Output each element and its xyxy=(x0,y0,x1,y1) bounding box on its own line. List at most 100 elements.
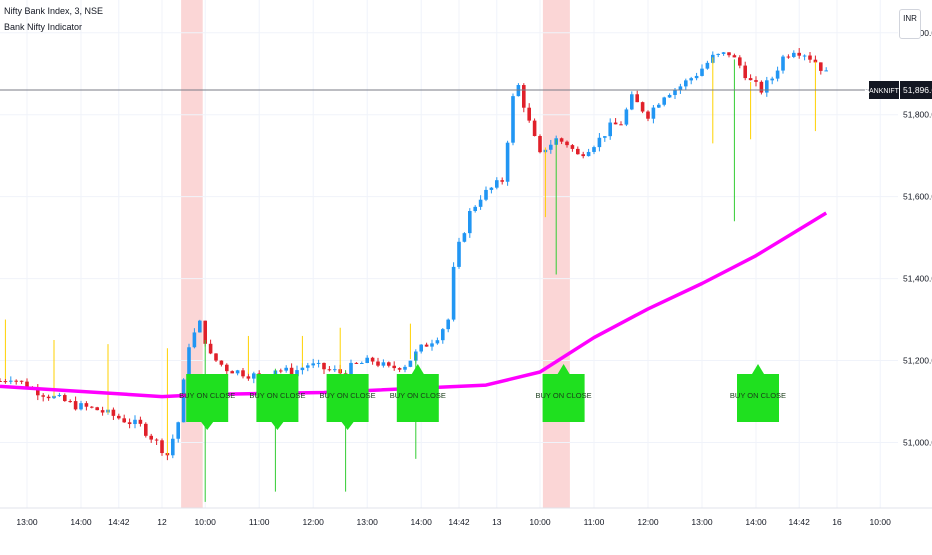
candle-body[interactable] xyxy=(576,148,580,155)
candle-body[interactable] xyxy=(441,329,445,341)
candle-body[interactable] xyxy=(511,96,515,143)
candle-body[interactable] xyxy=(111,409,116,416)
candle-body[interactable] xyxy=(138,419,143,424)
candle-body[interactable] xyxy=(84,403,89,407)
candle-body[interactable] xyxy=(25,381,29,389)
candle-body[interactable] xyxy=(754,80,758,82)
candle-body[interactable] xyxy=(775,70,780,79)
candle-body[interactable] xyxy=(678,86,683,90)
candle-body[interactable] xyxy=(797,52,801,56)
candle-body[interactable] xyxy=(392,365,396,369)
candle-body[interactable] xyxy=(522,85,526,108)
candle-body[interactable] xyxy=(468,211,472,234)
candle-body[interactable] xyxy=(538,136,542,153)
candle-body[interactable] xyxy=(624,109,629,125)
candle-body[interactable] xyxy=(246,376,251,379)
candle-body[interactable] xyxy=(176,422,180,439)
candle-body[interactable] xyxy=(716,53,720,55)
candle-body[interactable] xyxy=(36,388,40,396)
symbol-price-badge[interactable] xyxy=(869,81,899,99)
candle-body[interactable] xyxy=(252,373,256,379)
buy-signal-label[interactable] xyxy=(542,374,585,422)
candle-body[interactable] xyxy=(295,370,299,377)
buy-signal-label[interactable] xyxy=(396,374,439,422)
candle-body[interactable] xyxy=(462,233,467,242)
candle-body[interactable] xyxy=(68,401,72,403)
candle-body[interactable] xyxy=(630,94,634,110)
candle-body[interactable] xyxy=(500,180,504,182)
candle-body[interactable] xyxy=(559,138,564,142)
candle-body[interactable] xyxy=(684,80,688,87)
candle-body[interactable] xyxy=(619,124,623,126)
candle-body[interactable] xyxy=(802,55,807,57)
candle-body[interactable] xyxy=(19,380,24,382)
candle-body[interactable] xyxy=(689,78,693,81)
candle-body[interactable] xyxy=(117,415,121,419)
candle-body[interactable] xyxy=(478,199,483,207)
candle-body[interactable] xyxy=(203,320,207,344)
candle-body[interactable] xyxy=(225,364,229,372)
candle-body[interactable] xyxy=(516,85,521,97)
candle-body[interactable] xyxy=(792,52,796,57)
candle-body[interactable] xyxy=(171,438,175,456)
candle-body[interactable] xyxy=(824,70,828,72)
candle-body[interactable] xyxy=(721,52,726,54)
candle-body[interactable] xyxy=(100,410,105,413)
candle-body[interactable] xyxy=(376,361,380,366)
candle-body[interactable] xyxy=(41,395,45,397)
candle-body[interactable] xyxy=(57,395,62,397)
candle-body[interactable] xyxy=(370,357,375,362)
candle-body[interactable] xyxy=(484,189,488,200)
candle-body[interactable] xyxy=(743,65,747,79)
candle-body[interactable] xyxy=(133,419,137,425)
candle-body[interactable] xyxy=(732,55,737,58)
candle-body[interactable] xyxy=(403,366,407,370)
candle-body[interactable] xyxy=(122,418,126,423)
candle-body[interactable] xyxy=(322,362,326,370)
candle-body[interactable] xyxy=(748,78,753,81)
candle-body[interactable] xyxy=(765,80,769,93)
candle-body[interactable] xyxy=(635,94,639,103)
candle-body[interactable] xyxy=(144,423,148,436)
candle-body[interactable] xyxy=(738,57,742,66)
candle-body[interactable] xyxy=(208,343,213,354)
candle-body[interactable] xyxy=(127,422,132,425)
candle-body[interactable] xyxy=(549,144,553,150)
candle-body[interactable] xyxy=(446,319,450,330)
candle-body[interactable] xyxy=(527,107,531,121)
candle-body[interactable] xyxy=(46,396,51,399)
candle-body[interactable] xyxy=(781,56,785,71)
candle-body[interactable] xyxy=(759,81,764,93)
candle-body[interactable] xyxy=(289,367,294,377)
candle-body[interactable] xyxy=(219,360,224,365)
candle-body[interactable] xyxy=(327,369,332,371)
candle-body[interactable] xyxy=(408,360,413,367)
buy-signal-label[interactable] xyxy=(737,374,779,422)
candle-body[interactable] xyxy=(90,406,94,408)
currency-button[interactable]: INR xyxy=(899,9,921,39)
candle-body[interactable] xyxy=(673,89,677,95)
candle-body[interactable] xyxy=(198,320,202,333)
candle-body[interactable] xyxy=(349,362,353,375)
candle-body[interactable] xyxy=(727,52,731,56)
candle-body[interactable] xyxy=(154,439,159,441)
candle-body[interactable] xyxy=(424,344,429,347)
candle-body[interactable] xyxy=(387,362,391,366)
candle-body[interactable] xyxy=(608,122,612,137)
candle-body[interactable] xyxy=(813,59,818,63)
candle-body[interactable] xyxy=(192,332,197,348)
candle-body[interactable] xyxy=(694,75,699,79)
candle-body[interactable] xyxy=(230,371,234,374)
indicator-name[interactable]: Bank Nifty Indicator xyxy=(4,22,83,32)
candle-body[interactable] xyxy=(662,97,666,105)
candle-body[interactable] xyxy=(705,62,710,69)
candle-body[interactable] xyxy=(657,104,661,108)
symbol-title[interactable]: Nifty Bank Index, 3, NSE xyxy=(4,6,104,16)
candle-body[interactable] xyxy=(235,370,240,374)
candle-body[interactable] xyxy=(435,340,440,344)
candle-body[interactable] xyxy=(457,241,461,267)
candle-body[interactable] xyxy=(306,365,310,368)
candle-body[interactable] xyxy=(9,380,13,382)
candle-body[interactable] xyxy=(14,380,18,382)
